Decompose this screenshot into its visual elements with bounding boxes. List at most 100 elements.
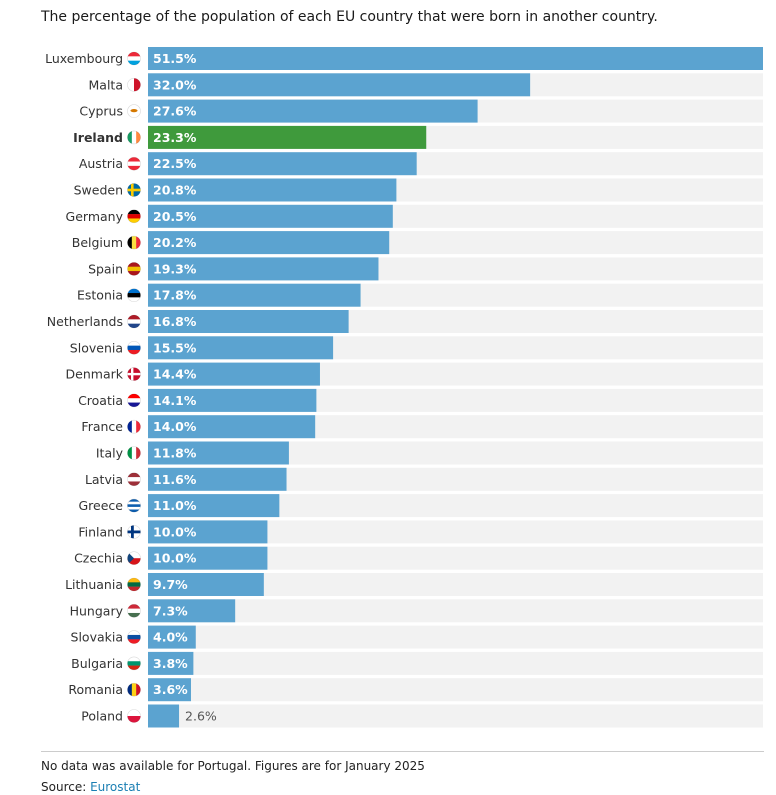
bar-estonia — [148, 283, 361, 307]
bar-row: Italy 11.8% — [96, 441, 763, 465]
value-label: 20.8% — [153, 183, 197, 198]
bar-sweden — [148, 178, 397, 202]
value-label: 10.0% — [153, 551, 197, 566]
flag-bulgaria-icon — [127, 656, 141, 670]
value-label: 3.6% — [153, 682, 188, 697]
bar-row: Bulgaria 3.8% — [71, 651, 763, 675]
bar-track — [148, 494, 763, 518]
bar-denmark — [148, 362, 320, 386]
flag-sweden-icon — [127, 183, 141, 197]
bar-row: Hungary 7.3% — [70, 599, 763, 623]
bar-row: Spain 19.3% — [88, 257, 763, 281]
bar-track — [148, 520, 763, 544]
category-label: Malta — [89, 77, 123, 92]
value-label: 11.0% — [153, 498, 197, 513]
flag-denmark-icon — [127, 367, 141, 381]
bar-row: Slovakia 4.0% — [71, 625, 763, 649]
bar-malta — [148, 73, 531, 97]
value-label: 14.4% — [153, 367, 197, 382]
value-label: 10.0% — [153, 524, 197, 539]
footer-divider — [41, 751, 764, 752]
flag-slovenia-icon — [127, 341, 141, 355]
value-label: 15.5% — [153, 340, 197, 355]
bar-row: Estonia 17.8% — [77, 283, 763, 307]
value-label: 14.0% — [153, 419, 197, 434]
value-label: 27.6% — [153, 104, 197, 119]
value-label: 32.0% — [153, 77, 197, 92]
flag-france-icon — [127, 420, 141, 434]
flag-belgium-icon — [127, 236, 141, 250]
category-label: Finland — [78, 524, 123, 539]
bar-finland — [148, 520, 268, 544]
flag-spain-icon — [127, 262, 141, 276]
category-label: Denmark — [66, 367, 124, 382]
bar-track — [148, 625, 763, 649]
flag-lithuania-icon — [127, 578, 141, 591]
bar-austria — [148, 152, 417, 176]
bar-belgium — [148, 231, 390, 255]
bar-row: Netherlands 16.8% — [47, 310, 763, 333]
value-label: 7.3% — [153, 603, 188, 618]
bar-track — [148, 573, 763, 596]
bar-romania — [148, 678, 191, 702]
bar-row: Slovenia 15.5% — [70, 336, 763, 360]
value-label: 16.8% — [153, 314, 197, 329]
source-prefix: Source: — [41, 780, 91, 794]
category-label: Netherlands — [47, 314, 123, 329]
bar-croatia — [148, 388, 317, 412]
value-label: 23.3% — [153, 130, 197, 145]
bar-lithuania — [148, 573, 264, 596]
flag-latvia-icon — [127, 472, 141, 486]
flag-slovakia-icon — [127, 630, 141, 644]
flag-greece-icon — [127, 499, 141, 513]
flag-ireland-icon — [127, 130, 141, 144]
bar-track — [148, 546, 763, 570]
bar-row: Cyprus 27.6% — [79, 99, 763, 123]
bar-slovakia — [148, 625, 196, 649]
flag-luxembourg-icon — [127, 52, 141, 65]
flag-croatia-icon — [127, 393, 141, 407]
category-label: Italy — [96, 446, 124, 461]
category-label: Estonia — [77, 288, 123, 303]
bar-track — [148, 678, 763, 702]
flag-finland-icon — [127, 525, 141, 539]
value-label: 19.3% — [153, 261, 197, 276]
bar-spain — [148, 257, 379, 281]
category-label: Latvia — [85, 472, 123, 487]
bar-france — [148, 415, 316, 439]
source-link[interactable]: Eurostat — [90, 780, 141, 794]
bar-row: Lithuania 9.7% — [65, 573, 763, 596]
bar-row: Finland 10.0% — [78, 520, 763, 544]
bar-slovenia — [148, 336, 334, 360]
bar-row: Luxembourg 51.5% — [45, 47, 763, 70]
flag-estonia-icon — [127, 288, 141, 302]
flag-italy-icon — [127, 446, 141, 460]
bar-netherlands — [148, 310, 349, 333]
bar-row: Austria 22.5% — [79, 152, 763, 176]
flag-poland-icon — [127, 709, 141, 723]
bar-latvia — [148, 467, 287, 491]
source-line: Source: Eurostat — [41, 779, 140, 795]
category-label: Austria — [79, 156, 123, 171]
category-label: Romania — [68, 682, 123, 697]
value-label: 3.8% — [153, 656, 188, 671]
flag-romania-icon — [127, 683, 141, 697]
footer-note: No data was available for Portugal. Figu… — [41, 759, 425, 773]
bar-hungary — [148, 599, 236, 623]
bar-row: Malta 32.0% — [89, 73, 763, 97]
value-label: 17.8% — [153, 288, 197, 303]
bar-row: Czechia 10.0% — [74, 546, 763, 570]
bar-chart: Luxembourg 51.5% Malta 32.0% Cyprus 27.6% Irel… — [45, 47, 763, 728]
flag-netherlands-icon — [127, 315, 141, 328]
category-label: Luxembourg — [45, 51, 123, 66]
bar-ireland — [148, 125, 427, 149]
flag-malta-icon — [127, 78, 141, 92]
bar-czechia — [148, 546, 268, 570]
category-label: Slovakia — [71, 630, 123, 645]
bar-greece — [148, 494, 280, 518]
bar-track — [148, 704, 763, 728]
category-label: Spain — [88, 261, 123, 276]
bar-row: Belgium 20.2% — [72, 231, 763, 255]
category-label: Slovenia — [70, 340, 123, 355]
category-label: Hungary — [70, 603, 124, 618]
